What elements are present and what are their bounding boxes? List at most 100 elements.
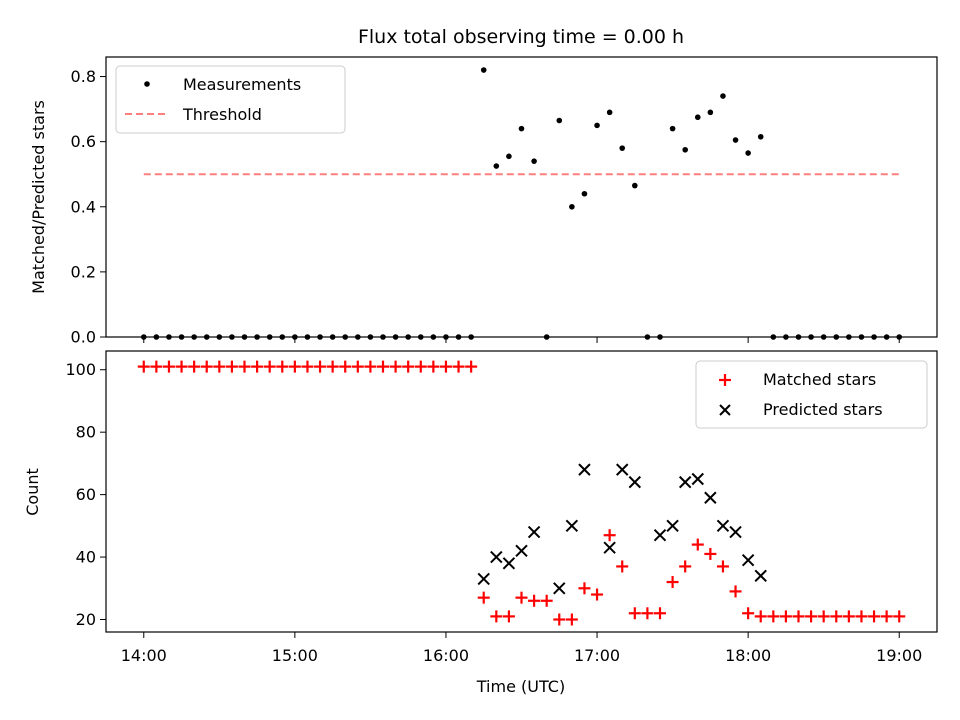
measurement-point [858,334,865,340]
matched-stars-point [767,610,780,623]
matched-stars-point [779,610,792,623]
measurement-point [783,334,789,340]
matched-stars-point [301,360,314,373]
measurement-point [808,334,814,340]
measurement-point [392,334,399,340]
predicted-stars-point [578,463,591,476]
x-tick-label: 17:00 [574,646,620,665]
matched-stars-point [339,360,352,373]
predicted-stars-point [741,553,755,567]
measurement-point [619,145,626,151]
measurement-point [279,334,286,340]
matched-stars-point [515,591,528,604]
predicted-stars-point [704,491,717,504]
matched-stars-point [225,360,238,373]
matched-stars-point [578,582,591,595]
matched-stars-point [679,560,692,573]
predicted-stars-point [729,525,742,539]
matched-stars-point [603,529,616,542]
measurement-point [229,334,235,340]
matched-stars-point [326,360,339,373]
measurement-point [556,117,563,124]
measurement-point [506,153,512,160]
matched-stars-point [314,360,327,373]
top-legend: Measurements Threshold [115,65,346,134]
y-tick-label: 0.4 [71,197,96,216]
measurement-point [329,334,336,340]
matched-stars-point [817,610,830,623]
y-tick-label: 100 [65,360,96,379]
matched-stars-point [364,360,377,373]
matched-stars-point [502,610,515,623]
matched-stars-point [641,607,654,620]
legend-label-predicted-stars: Predicted stars [763,400,883,419]
measurement-point [606,109,613,116]
matched-stars-point [591,588,604,601]
measurement-point [191,334,197,340]
matched-stars-point [351,360,364,373]
y-tick-label: 40 [76,548,96,567]
y-tick-label: 0.6 [71,132,96,151]
x-tick-label: 16:00 [423,646,469,665]
measurement-point [493,163,500,169]
bottom-panel: 20 40 60 80 100 14:00 15:00 16:00 17:00 18:00 19:… [23,350,938,696]
measurement-point [216,334,223,340]
y-tick-label: 0.8 [71,67,96,86]
matched-stars-point [276,360,289,373]
measurement-point [153,334,160,340]
measurement-point [266,334,273,340]
predicted-stars-point [603,541,616,554]
measurement-point [292,334,298,340]
measurement-point [241,334,248,340]
measurement-point [417,334,424,340]
predicted-stars-point [553,582,566,595]
matched-stars-point [792,610,805,623]
measurement-point [820,334,827,340]
measurement-point [304,334,311,340]
matched-stars-point [251,360,264,373]
measurement-point [732,137,739,143]
matched-stars-point [729,585,742,598]
matched-stars-point [855,610,868,623]
y-tick-label: 60 [76,485,96,504]
measurement-point [896,334,903,340]
matched-stars-point [565,613,578,626]
measurement-point [430,334,437,340]
predicted-stars-point [691,472,704,486]
matched-stars-point [200,360,213,373]
top-y-ticks: 0.0 0.2 0.4 0.6 0.8 [71,67,106,347]
legend-label-matched-stars: Matched stars [763,370,876,389]
measurement-point [140,334,147,340]
measurement-point [757,133,764,140]
legend-marker-measurements [144,81,150,87]
predicted-stars-point [565,519,579,533]
matched-stars-point [477,591,490,604]
measurement-point [569,203,575,210]
x-tick-label: 15:00 [272,646,318,665]
matched-stars-point [175,360,188,373]
matched-stars-point [188,360,201,373]
matched-stars-point [238,360,251,373]
measurement-point [581,190,588,197]
measurement-point [594,122,600,129]
matched-stars-point [868,610,881,623]
matched-stars-point [162,360,175,373]
bottom-marks [137,360,906,626]
bottom-plot-frame [105,350,938,633]
matched-stars-point [150,360,163,373]
matched-stars-point [666,576,679,589]
measurement-point [443,334,449,340]
measurement-point [342,334,349,340]
measurement-point [355,334,361,340]
matched-stars-point [452,360,465,373]
bottom-y-ticks: 20 40 60 80 100 [65,360,106,629]
predicted-stars-point [502,557,516,570]
predicted-stars-point [716,519,730,533]
matched-stars-point [414,360,427,373]
predicted-stars-point [490,550,503,564]
measurement-point [317,334,323,340]
bottom-y-axis-label: Count [23,468,42,516]
matched-stars-point [540,594,553,607]
matched-stars-point [691,538,704,551]
measurement-point [468,334,474,340]
